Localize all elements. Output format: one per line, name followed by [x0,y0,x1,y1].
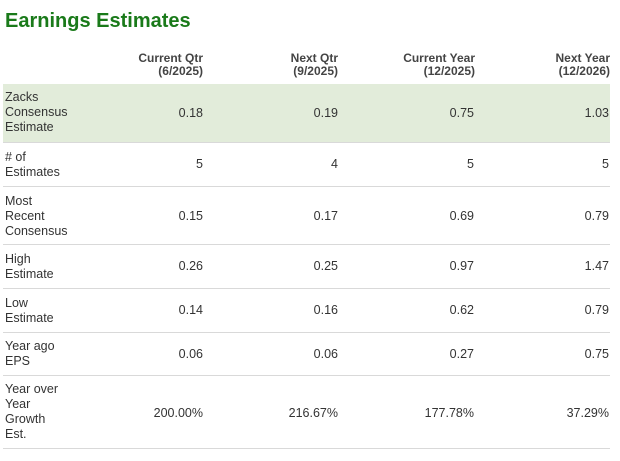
table-row-low-estimate: Low Estimate 0.14 0.16 0.62 0.79 [3,289,610,333]
table-cell: 1.47 [584,259,609,273]
table-row-most-recent: Most Recent Consensus 0.15 0.17 0.69 0.7… [3,187,610,245]
table-cell: 5 [467,157,474,171]
column-header-current-qtr: Current Qtr (6/2025) [83,52,203,78]
column-header-current-year: Current Year (12/2025) [355,52,475,78]
table-cell: 5 [602,157,609,171]
row-label-line: Consensus [5,224,68,238]
row-label-line: # of [5,150,26,164]
table-cell: 200.00% [153,406,203,420]
row-label-line: Est. [5,427,27,441]
table-cell: 0.06 [178,347,203,361]
table-cell: 0.97 [449,259,474,273]
row-label-line: Estimate [5,120,54,134]
row-label-line: Estimate [5,267,54,281]
column-header-line2: (6/2025) [158,64,203,78]
row-label-line: Low [5,296,28,310]
row-label-line: Zacks [5,90,39,104]
row-label-line: EPS [5,354,31,368]
column-header-line2: (12/2026) [558,64,610,78]
table-cell: 0.17 [313,209,338,223]
table-row-yoy-growth: Year over Year Growth Est. 200.00% 216.6… [3,376,610,449]
table-cell: 0.79 [584,209,609,223]
table-cell: 177.78% [424,406,474,420]
row-label: Most Recent Consensus [5,194,95,239]
row-label: Year ago EPS [5,339,95,369]
row-label-line: Growth [5,412,46,426]
column-header-line1: Next Qtr [290,51,338,65]
column-header-line1: Next Year [555,51,611,65]
row-label: # of Estimates [5,150,95,180]
row-label-line: High [5,252,31,266]
table-cell: 0.19 [313,106,338,120]
table-cell: 0.79 [584,303,609,317]
page-title: Earnings Estimates [5,10,191,32]
table-cell: 0.75 [449,106,474,120]
table-cell: 0.06 [313,347,338,361]
table-cell: 0.27 [449,347,474,361]
row-label-line: Estimates [5,165,60,179]
column-header-next-year: Next Year (12/2026) [490,51,611,78]
row-label-line: Estimate [5,311,54,325]
row-label: Low Estimate [5,296,95,326]
table-cell: 4 [331,157,338,171]
table-cell: 216.67% [288,406,338,420]
column-header-line1: Current Qtr [138,51,203,65]
table-cell: 0.26 [178,259,203,273]
table-cell: 0.15 [178,209,203,223]
table-cell: 5 [196,157,203,171]
table-cell: 0.14 [178,303,203,317]
table-row-year-ago-eps: Year ago EPS 0.06 0.06 0.27 0.75 [3,333,610,376]
table-row-consensus: Zacks Consensus Estimate 0.18 0.19 0.75 … [3,84,610,143]
row-label-line: Recent [5,209,45,223]
table-cell: 0.69 [449,209,474,223]
column-header-line2: (9/2025) [293,64,338,78]
table-cell: 0.25 [313,259,338,273]
row-label: Year over Year Growth Est. [5,382,95,442]
column-header-next-qtr: Next Qtr (9/2025) [218,52,338,78]
table-cell: 0.18 [178,106,203,120]
table-row-high-estimate: High Estimate 0.26 0.25 0.97 1.47 [3,245,610,289]
row-label-line: Consensus [5,105,68,119]
column-header-line2: (12/2025) [423,64,475,78]
column-header-line1: Current Year [403,51,475,65]
row-label-line: Year [5,397,31,411]
row-label-line: Year over [5,382,59,396]
table-cell: 0.75 [584,347,609,361]
row-label-line: Most [5,194,33,208]
table-cell: 0.62 [449,303,474,317]
table-cell: 1.03 [584,106,609,120]
row-label-line: Year ago [5,339,55,353]
row-label: Zacks Consensus Estimate [5,90,95,135]
table-cell: 37.29% [566,406,609,420]
table-row-num-estimates: # of Estimates 5 4 5 5 [3,143,610,187]
row-label: High Estimate [5,252,95,282]
table-cell: 0.16 [313,303,338,317]
